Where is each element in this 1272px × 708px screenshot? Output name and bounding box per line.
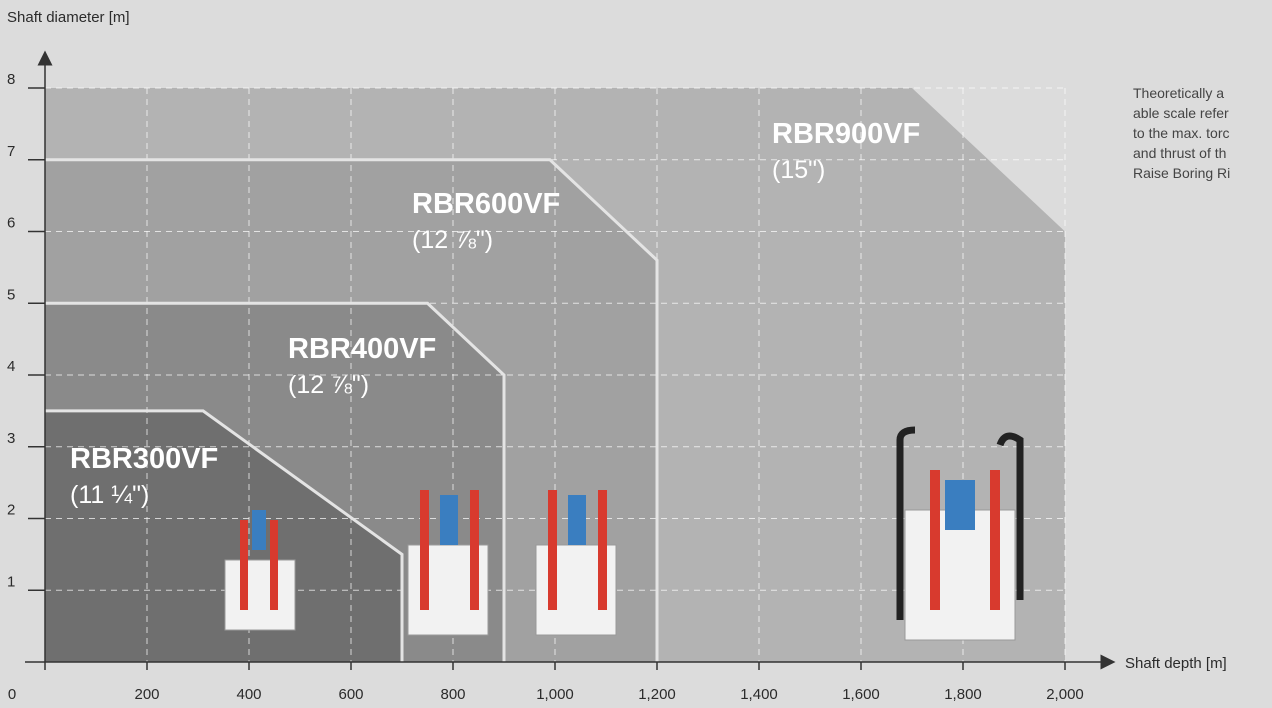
y-axis-title: Shaft diameter [m] — [7, 9, 130, 26]
page: {"chart_data": { "type": "area", "y_labe… — [0, 0, 1272, 708]
note-line: and thrust of th — [1133, 145, 1226, 161]
y-tick-label: 3 — [7, 430, 15, 447]
y-tick-label: 7 — [7, 143, 15, 160]
region-size: (12 ⅞") — [412, 226, 493, 254]
x-tick-label: 0 — [8, 686, 16, 703]
x-tick-label: 800 — [440, 686, 465, 703]
x-tick-label: 1,800 — [944, 686, 982, 703]
x-tick-label: 600 — [338, 686, 363, 703]
x-tick-label: 1,400 — [740, 686, 778, 703]
chart: RBR900VF (15") RBR600VF (12 ⅞") RBR400VF (12 … — [0, 0, 1272, 708]
region-name: RBR300VF — [70, 443, 218, 475]
x-tick-label: 1,200 — [638, 686, 676, 703]
y-tick-label: 8 — [7, 71, 15, 88]
x-tick-label: 200 — [134, 686, 159, 703]
y-tick-label: 5 — [7, 286, 15, 303]
note-line: to the max. torc — [1133, 125, 1229, 141]
region-name: RBR900VF — [772, 118, 920, 150]
x-tick-label: 400 — [236, 686, 261, 703]
x-axis-title: Shaft depth [m] — [1125, 655, 1227, 672]
y-tick-label: 6 — [7, 215, 15, 232]
y-tick-label: 4 — [7, 358, 15, 375]
x-tick-label: 2,000 — [1046, 686, 1084, 703]
region-size: (12 ⅞") — [288, 371, 369, 399]
x-tick-label: 1,600 — [842, 686, 880, 703]
region-name: RBR600VF — [412, 188, 560, 220]
region-size: (15") — [772, 156, 825, 184]
note-line: Raise Boring Ri — [1133, 165, 1230, 181]
note-line: able scale refer — [1133, 105, 1229, 121]
y-tick-label: 1 — [7, 573, 15, 590]
region-size: (11 ¼") — [70, 481, 149, 509]
x-tick-label: 1,000 — [536, 686, 574, 703]
y-tick-label: 2 — [7, 502, 15, 519]
note-line: Theoretically a — [1133, 85, 1224, 101]
region-name: RBR400VF — [288, 333, 436, 365]
